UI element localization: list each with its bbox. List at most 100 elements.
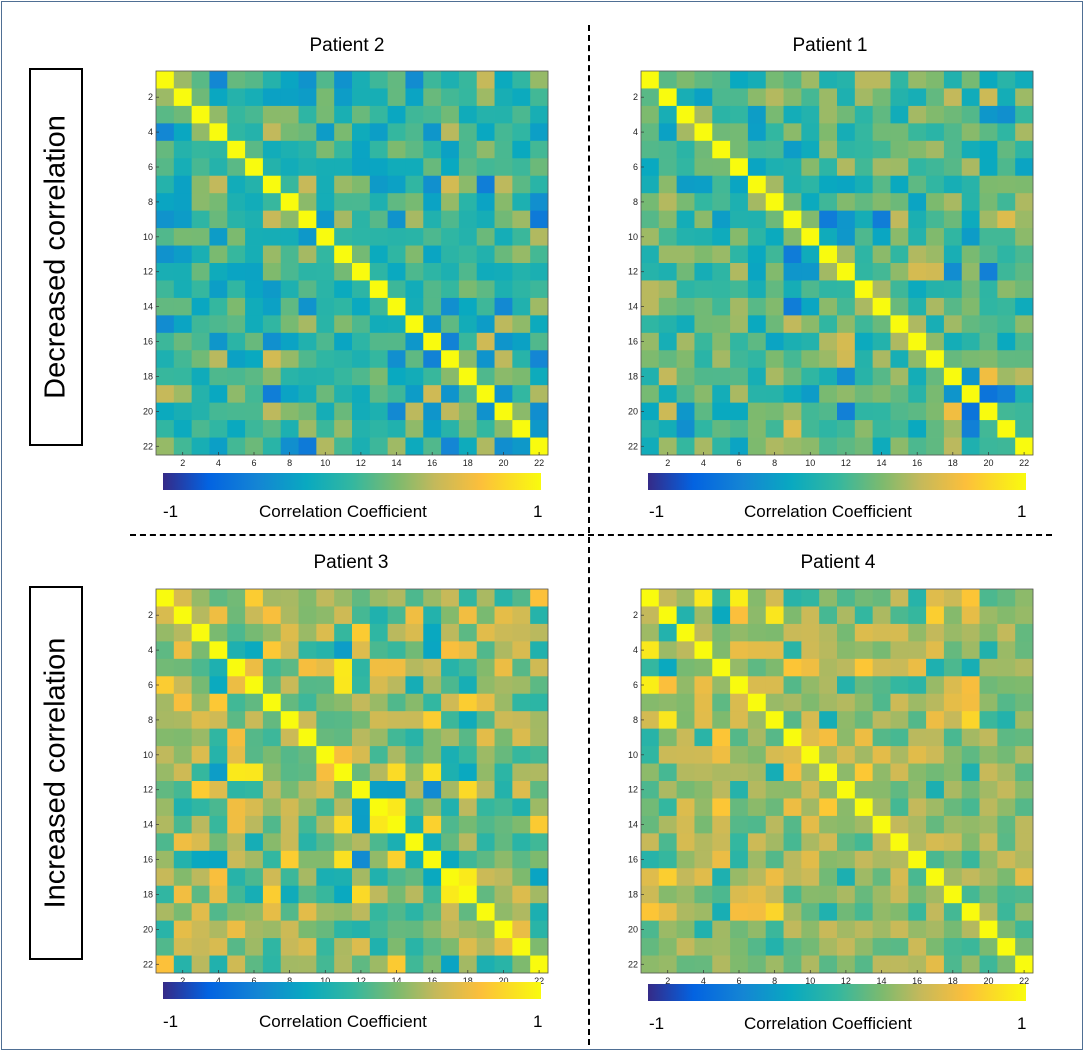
heatmap-cell xyxy=(209,420,228,438)
heatmap-cell xyxy=(369,297,389,316)
heatmap-cell xyxy=(173,350,193,369)
heatmap-cell xyxy=(423,437,442,456)
heatmap-cell xyxy=(730,210,749,229)
heatmap-cell xyxy=(801,297,820,316)
heatmap-cell xyxy=(801,676,820,695)
heatmap-cell xyxy=(783,920,802,939)
heatmap-cell xyxy=(423,658,442,677)
heatmap-cell xyxy=(191,315,210,334)
heatmap-cell xyxy=(783,367,802,386)
heatmap-cell xyxy=(730,297,749,316)
heatmap-cell xyxy=(280,315,299,334)
heatmap-cell xyxy=(530,297,549,316)
heatmap-cell xyxy=(872,71,891,89)
heatmap-cell xyxy=(961,71,980,89)
heatmap-cell xyxy=(801,263,820,281)
heatmap-cell xyxy=(783,955,802,974)
heatmap-cell xyxy=(458,367,478,386)
heatmap-cell xyxy=(387,210,406,229)
heatmap-cell xyxy=(316,420,335,438)
heatmap-cell xyxy=(819,88,838,107)
heatmap-cell xyxy=(854,746,874,764)
heatmap-cell xyxy=(227,315,246,334)
heatmap-cell xyxy=(979,763,998,782)
heatmap-cell xyxy=(943,402,963,421)
heatmap-cell xyxy=(512,402,531,421)
heatmap-cell xyxy=(872,658,891,677)
heatmap-cell xyxy=(641,245,660,264)
heatmap-cell xyxy=(801,920,820,939)
heatmap-cell xyxy=(209,175,228,194)
heatmap-cell xyxy=(641,763,660,782)
heatmap-cell xyxy=(423,245,442,264)
heatmap-cell xyxy=(926,263,945,281)
heatmap-cell xyxy=(262,280,282,299)
heatmap-cell xyxy=(441,315,460,334)
heatmap-cell xyxy=(943,385,963,404)
heatmap-cell xyxy=(227,332,246,351)
heatmap-cell xyxy=(494,903,513,922)
heatmap-cell xyxy=(694,332,713,351)
heatmap-cell xyxy=(334,746,353,764)
heatmap-cell xyxy=(712,815,731,834)
heatmap-cell xyxy=(476,350,495,369)
heatmap-cell xyxy=(658,193,678,212)
heatmap-cell xyxy=(512,746,531,764)
heatmap-cell xyxy=(298,385,317,404)
heatmap-cell xyxy=(943,798,963,817)
colorbar-label-patient-1: Correlation Coefficient xyxy=(744,502,912,521)
heatmap-cell xyxy=(783,693,802,712)
heatmap-cell xyxy=(890,938,909,956)
heatmap-cell xyxy=(369,280,389,299)
heatmap-cell xyxy=(890,140,909,159)
heatmap-cell xyxy=(765,920,784,939)
heatmap-cell xyxy=(441,763,460,782)
heatmap-cell xyxy=(173,210,193,229)
heatmap-cell xyxy=(156,920,175,939)
heatmap-cell xyxy=(658,437,678,456)
heatmap-cell xyxy=(476,158,495,177)
heatmap-cell xyxy=(334,676,353,695)
heatmap-cell xyxy=(280,385,299,404)
heatmap-cell xyxy=(1015,71,1034,89)
heatmap-cell xyxy=(908,228,927,246)
heatmap-cell xyxy=(676,315,695,334)
heatmap-cell xyxy=(369,798,389,817)
heatmap-cell xyxy=(961,903,980,922)
heatmap-cell xyxy=(837,123,856,142)
heatmap-cell xyxy=(458,763,478,782)
heatmap-cell xyxy=(961,815,980,834)
heatmap-cell xyxy=(730,903,749,922)
heatmap-cell xyxy=(173,140,193,159)
heatmap-cell xyxy=(530,367,549,386)
heatmap-cell xyxy=(405,868,424,887)
heatmap-cell xyxy=(352,263,371,281)
heatmap-cell xyxy=(837,641,856,660)
heatmap-cell xyxy=(676,71,695,89)
panel-title-patient-4: Patient 4 xyxy=(800,552,876,573)
heatmap-cell xyxy=(458,105,478,124)
heatmap-cell xyxy=(191,798,210,817)
heatmap-cell xyxy=(173,833,193,852)
heatmap-cell xyxy=(854,385,874,404)
heatmap-cell xyxy=(352,693,371,712)
heatmap-cell xyxy=(530,315,549,334)
heatmap-cell xyxy=(227,885,246,904)
heatmap-cell xyxy=(334,88,353,107)
heatmap-cell xyxy=(926,693,945,712)
heatmap-cell xyxy=(676,420,695,438)
heatmap-cell xyxy=(819,175,838,194)
heatmap-cell xyxy=(156,105,175,124)
heatmap-cell xyxy=(747,938,767,956)
heatmap-cell xyxy=(641,105,660,124)
heatmap-cell xyxy=(280,955,299,974)
heatmap-cell xyxy=(530,676,549,695)
heatmap-cell xyxy=(979,245,998,264)
heatmap-cell xyxy=(908,245,927,264)
heatmap-cell xyxy=(245,367,264,386)
heatmap-cell xyxy=(173,332,193,351)
heatmap-cell xyxy=(405,850,424,869)
colorbar-label-patient-2: Correlation Coefficient xyxy=(259,502,427,521)
heatmap-cell xyxy=(334,193,353,212)
heatmap-cell xyxy=(997,693,1016,712)
